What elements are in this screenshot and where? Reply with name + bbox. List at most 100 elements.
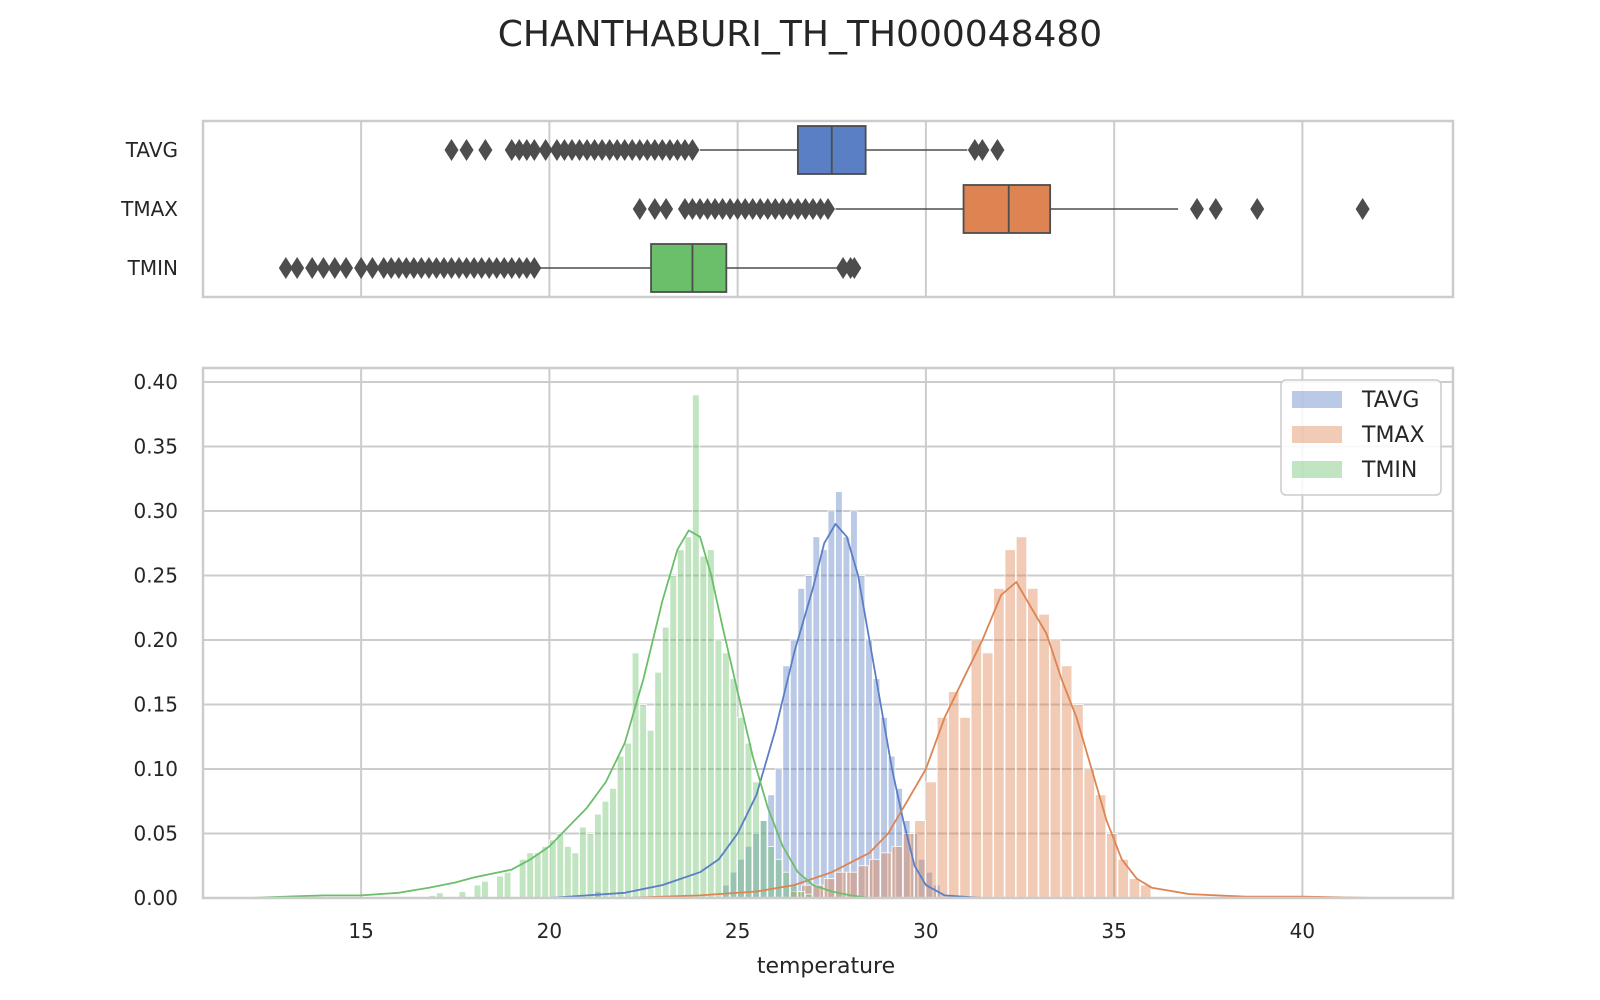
hist-bar-tavg [805,575,813,899]
hist-bar-tmax [936,717,949,899]
hist-bar-tmax [1004,549,1016,899]
outlier-point [625,139,640,161]
x-tick-label: 40 [1290,919,1315,943]
x-axis-label: temperature [757,954,895,979]
x-tick-label: 35 [1101,919,1126,943]
outlier-point [429,257,444,279]
outlier-point [655,139,670,161]
hist-bar-tmin [737,717,745,899]
hist-bar-tmin [548,839,557,899]
outlier-point [327,257,342,279]
hist-bar-tmin [624,742,632,899]
hist-bar-tmin [496,875,504,899]
outlier-point [659,198,674,220]
outlier-point [753,198,768,220]
hist-bar-tmax [925,781,937,899]
boxplot-label-tmin: TMIN [127,256,178,280]
outlier-point [444,257,459,279]
outlier-point [489,257,504,279]
outlier-point [504,257,519,279]
x-tick-label: 25 [725,919,750,943]
hist-bar-tmax [914,820,926,899]
hist-bar-tmin [759,820,768,899]
outlier-point [647,198,662,220]
y-tick-label: 0.05 [133,822,178,846]
outlier-point [527,139,542,161]
boxplot-label-tavg: TAVG [125,138,178,162]
legend-box [1280,379,1442,496]
outlier-point [692,198,707,220]
hist-bar-tmin [503,871,512,899]
outlier-point [610,139,625,161]
legend-swatch-tmin [1292,461,1342,478]
hist-bar-tmin [774,858,783,899]
outlier-point [452,257,467,279]
outlier-point [305,257,320,279]
boxplot-category-labels: TAVG TMAX TMIN [120,138,178,280]
outlier-point [602,139,617,161]
outlier-point [1189,198,1204,220]
outlier-point [1250,198,1265,220]
legend-swatch-tmax [1292,426,1342,443]
y-tick-label: 0.10 [133,757,178,781]
kde-line-tavg [549,523,983,899]
outlier-point [975,139,990,161]
outlier-point [708,198,723,220]
hist-bar-tmin [684,536,693,899]
hist-bar-tmin [722,652,730,899]
outlier-point [783,198,798,220]
hist-bar-tmax [891,846,903,899]
outlier-point [768,198,783,220]
boxplot-frame [201,119,1455,299]
histogram-panel: 0.00 0.05 0.10 0.15 0.20 0.25 0.30 0.35 0.40 15 2… [133,366,1455,979]
outlier-point [685,198,700,220]
outlier-point [459,257,474,279]
hist-bar-tmin [744,742,753,899]
hist-bar-tavg [812,536,821,899]
hist-bar-tavg [820,549,828,899]
outlier-point [278,257,293,279]
legend-label-tmin: TMIN [1361,458,1417,483]
hist-bar-tmin [594,813,602,899]
outlier-point [497,257,512,279]
hist-bar-tmin [481,880,489,899]
outlier-point [821,198,835,220]
outlier-point [632,139,647,161]
y-tick-label: 0.00 [133,886,178,910]
outlier-point [339,257,354,279]
boxplot-panel: TAVG TMAX TMIN [120,119,1455,299]
outlier-point [677,139,692,161]
y-tick-label: 0.35 [133,435,178,459]
legend-swatch-tavg [1292,391,1342,408]
outlier-point [587,139,602,161]
legend-label-tmax: TMAX [1361,423,1425,448]
hist-bar-tmin [631,652,640,899]
hist-bar-tmin [669,575,677,899]
y-axis-tick-labels: 0.00 0.05 0.10 0.15 0.20 0.25 0.30 0.35 0.40 [133,370,178,910]
hist-bar-tmin [571,852,580,899]
hist-bar-tmin [616,755,625,899]
histogram-frame [201,366,1455,900]
x-tick-label: 20 [537,919,562,943]
hist-bar-tmax [1049,639,1062,899]
outlier-point [662,139,677,161]
outlier-point [527,257,542,279]
outlier-point [990,139,1005,161]
box-tmax [962,184,1052,234]
hist-bar-tmin [533,852,542,899]
outlier-point [670,139,685,161]
outlier-point [790,198,805,220]
hist-bar-tavg [835,491,843,899]
y-tick-label: 0.30 [133,499,178,523]
outlier-point [715,198,730,220]
outlier-point [836,257,851,279]
boxplot-boxes [278,125,1370,293]
outlier-point [290,257,305,279]
outlier-point [580,139,595,161]
outlier-point [572,139,587,161]
outlier-point [421,257,436,279]
outlier-point [685,139,700,161]
outlier-point [478,139,493,161]
outlier-point [632,198,647,220]
hist-bar-tmax [857,865,870,899]
